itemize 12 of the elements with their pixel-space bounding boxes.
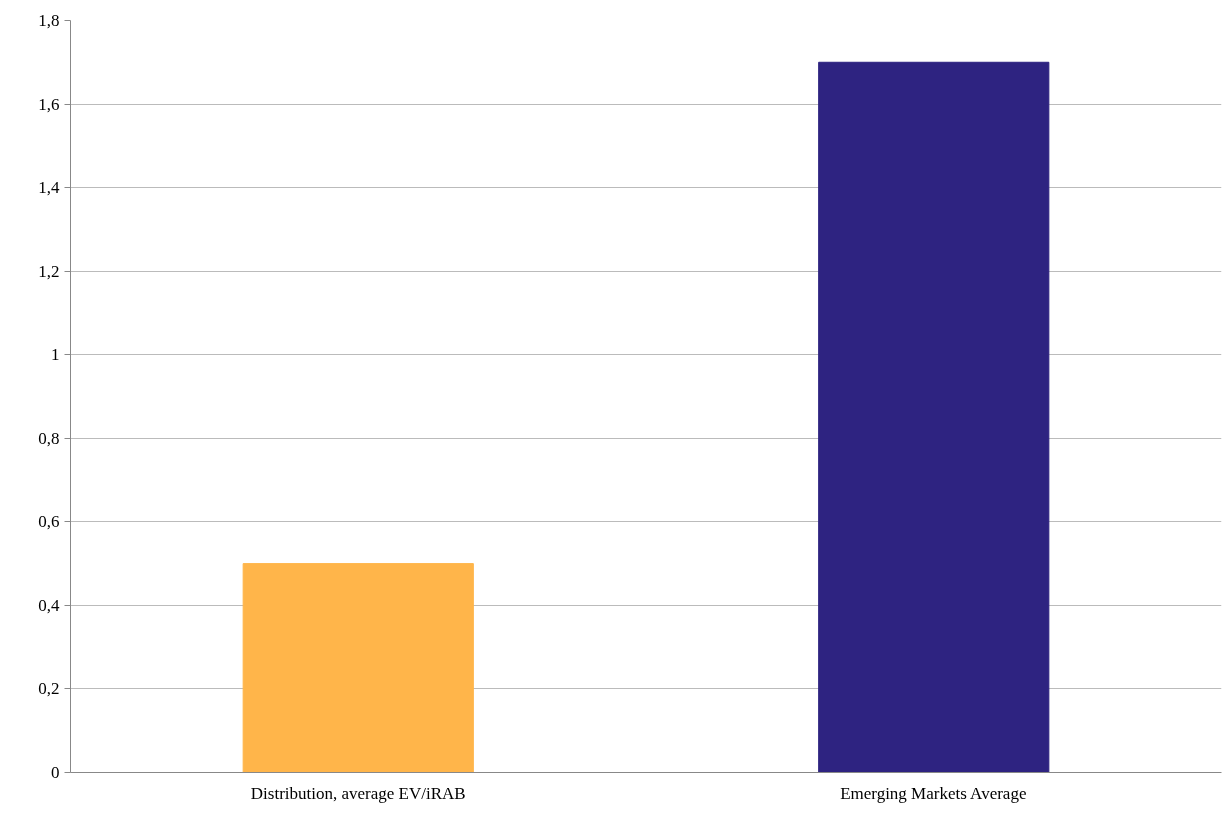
y-tick-label: 0,4: [38, 595, 60, 615]
x-tick-label: Emerging Markets Average: [840, 783, 1027, 803]
y-tick-label: 0: [51, 763, 60, 782]
y-tick-label: 0,8: [38, 428, 60, 448]
y-tick-label: 1,4: [38, 178, 60, 198]
x-tick-label: Distribution, average EV/iRAB: [250, 783, 466, 803]
y-tick-label: 1,6: [38, 94, 60, 114]
y-tick-label: 1,8: [38, 11, 60, 30]
y-tick-label: 1,2: [38, 261, 60, 281]
y-tick-label: 0,6: [38, 512, 60, 532]
y-tick-label: 1: [51, 345, 60, 365]
y-tick-label: 0,2: [38, 679, 60, 699]
